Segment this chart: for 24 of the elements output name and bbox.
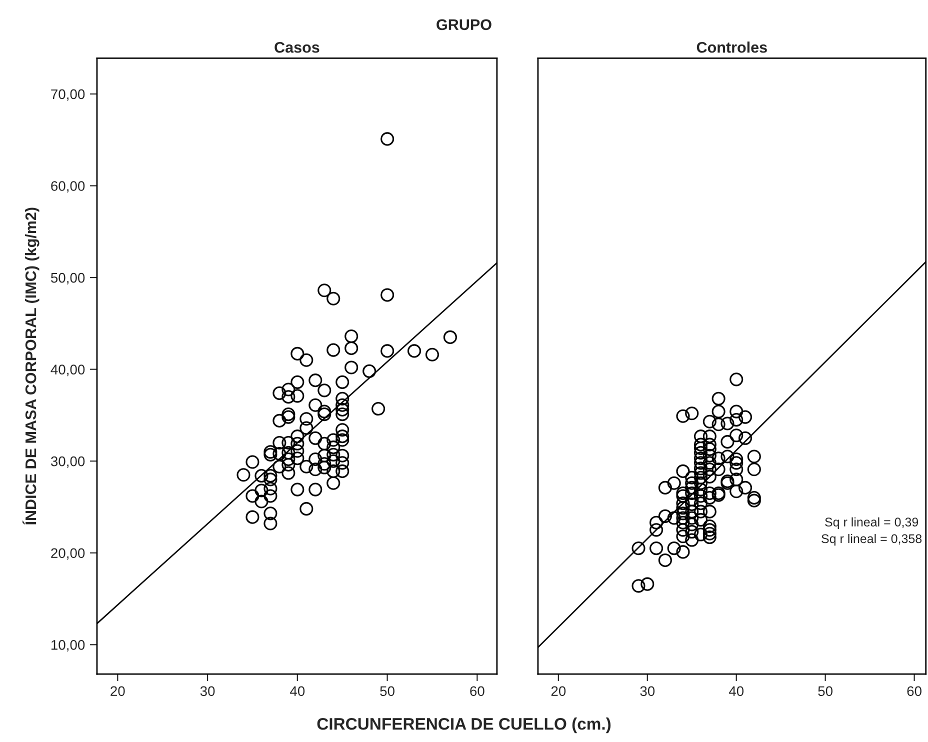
chart-title: Controles (696, 42, 767, 53)
x-tick-label: 40 (290, 686, 305, 696)
y-tick-label: 70,00 (51, 89, 85, 101)
x-axis-title: CIRCUNFERENCIA DE CUELLO (cm.) (317, 718, 611, 734)
x-tick-label: 40 (728, 686, 744, 696)
y-tick-label: 60,00 (51, 181, 85, 193)
x-tick-label: 30 (640, 686, 655, 696)
x-tick-label: 30 (200, 686, 215, 696)
chart-title: Casos (274, 42, 320, 53)
y-tick-label: 10,00 (51, 640, 85, 652)
y-tick-label: 30,00 (50, 456, 85, 468)
x-tick-label: 20 (110, 686, 125, 696)
x-tick-label: 60 (470, 686, 484, 696)
text: GRUPO (436, 19, 492, 30)
x-tick-label: 20 (551, 686, 566, 696)
x-tick-label: 50 (380, 686, 394, 696)
y-tick-label: 40,00 (50, 364, 85, 376)
y-tick-label: 50,00 (50, 272, 85, 284)
y-axis-title: ÍNDICE DE MASA CORPORAL (IMC) (kg/m2) (22, 208, 40, 524)
x-tick-label: 60 (907, 686, 922, 696)
annotation: Sq r lineal = 0,358 (822, 534, 922, 546)
x-tick-label: 50 (818, 686, 833, 696)
y-tick-label: 20,00 (51, 548, 85, 560)
annotation: Sq r lineal = 0,39 (825, 517, 918, 529)
